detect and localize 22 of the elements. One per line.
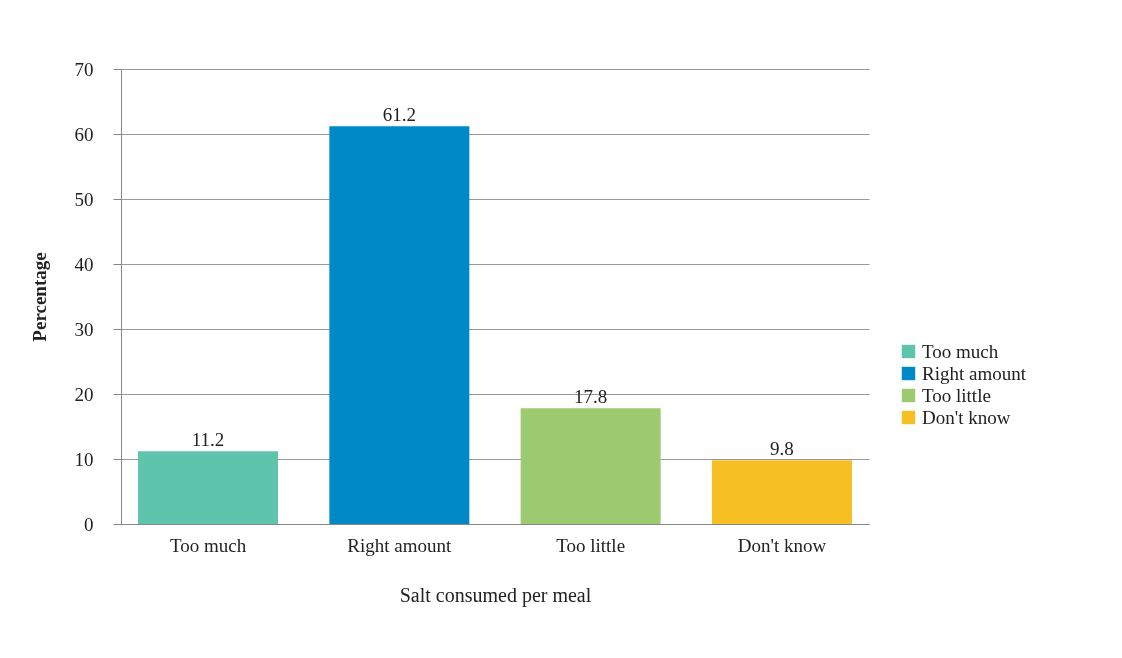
data-label: 11.2	[191, 429, 225, 451]
x-axis-title: Salt consumed per meal	[399, 583, 592, 607]
y-tick-label: 60	[74, 123, 94, 145]
data-label: 17.8	[574, 386, 608, 408]
x-tick-label: Too much	[169, 534, 247, 556]
y-tick-label: 40	[74, 253, 94, 275]
x-tick-label: Too little	[556, 534, 626, 556]
data-label: 9.8	[770, 438, 794, 460]
y-tick-label: 70	[74, 58, 94, 80]
y-tick-label: 10	[74, 448, 94, 470]
legend-label: Don't know	[922, 406, 1011, 428]
y-tick-label: 50	[74, 188, 94, 210]
y-tick-label: 0	[84, 513, 94, 535]
y-axis-title: Percentage	[28, 252, 50, 342]
legend-label: Too little	[922, 384, 991, 406]
x-tick-label: Don't know	[737, 534, 827, 556]
data-label: 61.2	[382, 104, 416, 126]
legend-label: Right amount	[922, 362, 1027, 384]
legend-label: Too much	[922, 340, 999, 362]
x-tick-label: Right amount	[347, 534, 453, 556]
y-tick-label: 20	[74, 383, 94, 405]
y-tick-label: 30	[74, 318, 94, 340]
